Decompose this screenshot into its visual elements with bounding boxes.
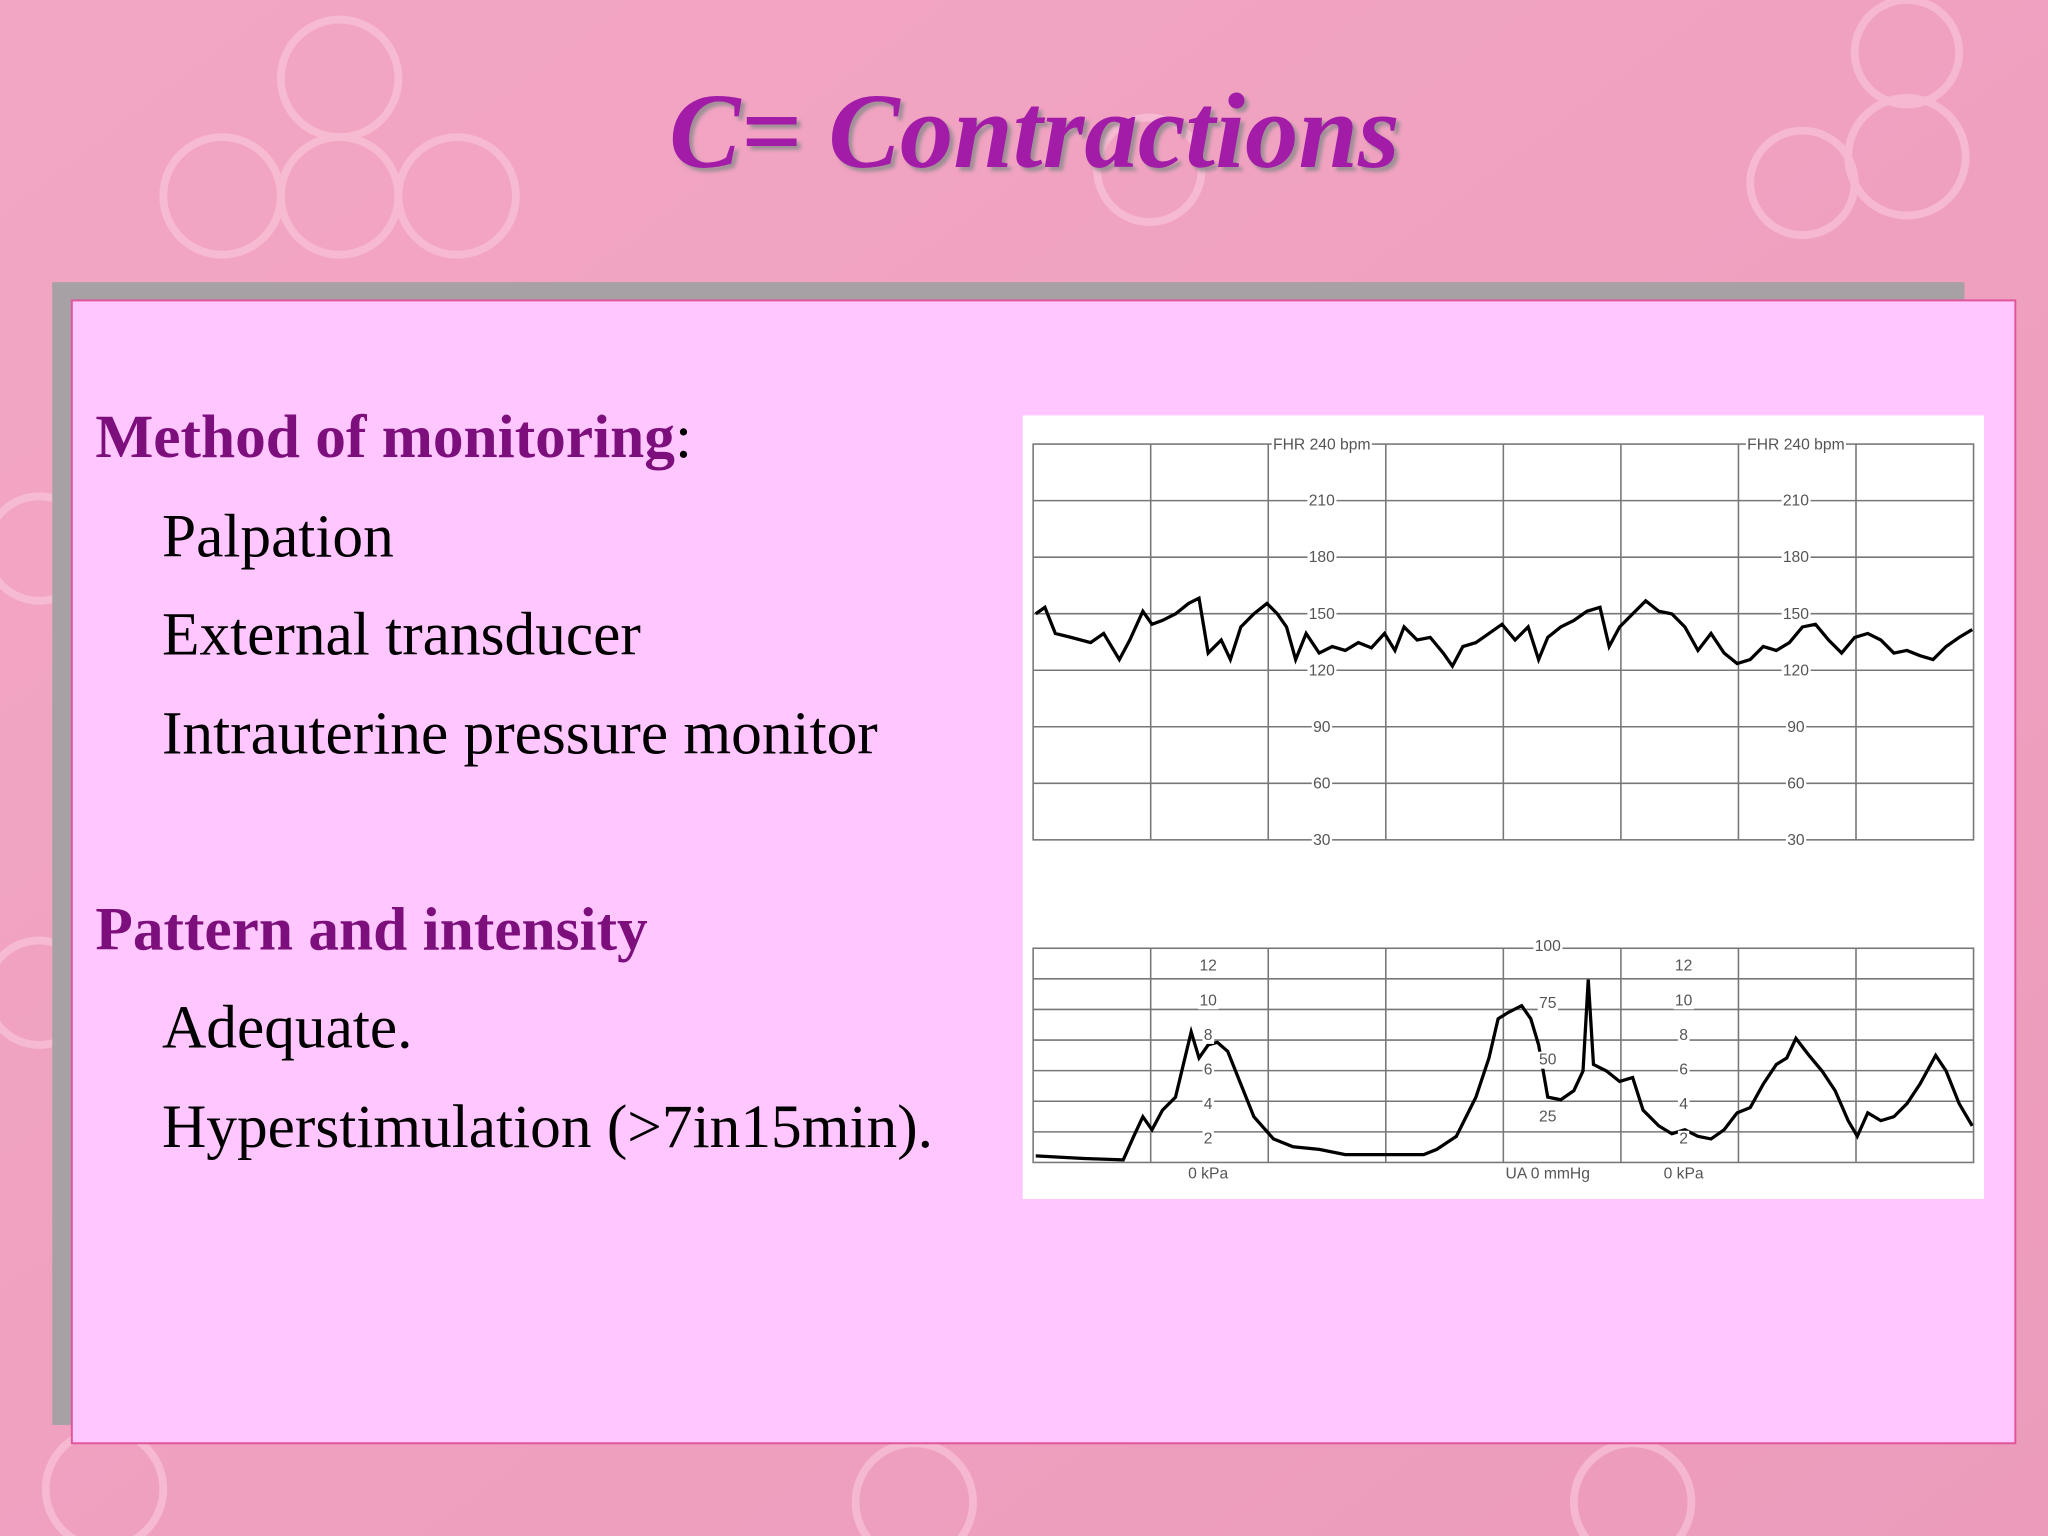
ctg-label: 60 bbox=[1787, 775, 1805, 792]
label-background bbox=[1677, 1061, 1690, 1079]
label-background bbox=[1271, 436, 1372, 454]
ctg-label: 8 bbox=[1204, 1027, 1213, 1044]
ctg-label: 12 bbox=[1199, 958, 1216, 975]
item: Adequate. bbox=[162, 994, 413, 1062]
label-background bbox=[1311, 775, 1333, 793]
ctg-label: 120 bbox=[1783, 662, 1809, 679]
label-background bbox=[1307, 492, 1337, 510]
label-background bbox=[1673, 992, 1694, 1010]
label-background bbox=[1781, 549, 1811, 567]
ctg-label: 4 bbox=[1679, 1096, 1688, 1113]
label-background bbox=[1202, 1061, 1215, 1079]
heading: Pattern and intensity bbox=[95, 896, 648, 964]
ctg-label: 10 bbox=[1675, 992, 1693, 1009]
ctg-label: 75 bbox=[1539, 995, 1557, 1012]
label-background bbox=[1677, 1026, 1690, 1044]
ctg-label: UA 0 mmHg bbox=[1506, 1165, 1590, 1182]
label-background bbox=[1307, 549, 1337, 567]
label-background bbox=[1785, 718, 1807, 736]
label-background bbox=[1311, 718, 1333, 736]
label-background bbox=[1781, 605, 1811, 623]
ctg-label: 90 bbox=[1787, 719, 1805, 736]
ctg-label: 120 bbox=[1309, 662, 1335, 679]
title: C= Contractions bbox=[669, 73, 1400, 191]
ctg-label: 180 bbox=[1783, 549, 1809, 566]
label-background bbox=[1533, 938, 1563, 956]
label-background bbox=[1745, 436, 1846, 454]
ctg-label: 30 bbox=[1313, 832, 1331, 849]
item: Palpation bbox=[162, 502, 394, 570]
heading-text: Method of monitoring bbox=[95, 403, 675, 471]
ctg-label: 100 bbox=[1535, 938, 1561, 955]
label-background bbox=[1673, 957, 1694, 975]
item: External transducer bbox=[162, 600, 641, 668]
label-background bbox=[1537, 994, 1559, 1012]
ctg-label: 90 bbox=[1313, 719, 1331, 736]
ctg-label: 10 bbox=[1199, 992, 1217, 1009]
ctg-grid bbox=[1032, 443, 1975, 1164]
label-background bbox=[1677, 1096, 1690, 1114]
label-background bbox=[1781, 492, 1811, 510]
label-background bbox=[1785, 832, 1807, 850]
label-background bbox=[1311, 832, 1333, 850]
ctg-label: 50 bbox=[1539, 1052, 1557, 1069]
item: Hyperstimulation (>7in15min). bbox=[162, 1093, 933, 1161]
ctg-label: 150 bbox=[1309, 606, 1335, 623]
ctg-label: 2 bbox=[1204, 1131, 1213, 1148]
ctg-label: 6 bbox=[1204, 1062, 1213, 1079]
ctg-label: 210 bbox=[1309, 493, 1335, 510]
toco-trace bbox=[1035, 979, 1974, 1162]
ctg-label: 210 bbox=[1783, 493, 1809, 510]
label-background bbox=[1662, 1165, 1706, 1183]
ctg-label: 25 bbox=[1539, 1109, 1557, 1126]
ctg-label: 2 bbox=[1679, 1131, 1688, 1148]
label-background bbox=[1781, 662, 1811, 680]
ctg-label: 8 bbox=[1679, 1027, 1688, 1044]
label-background bbox=[1677, 1130, 1690, 1148]
ctg-label: FHR 240 bpm bbox=[1273, 437, 1370, 454]
ctg-label: 150 bbox=[1783, 606, 1809, 623]
ctg-label: 60 bbox=[1313, 775, 1331, 792]
label-background bbox=[1504, 1165, 1592, 1183]
ctg-label: 4 bbox=[1204, 1096, 1213, 1113]
ctg-label: 0 kPa bbox=[1664, 1165, 1704, 1182]
heading-suffix: : bbox=[675, 403, 692, 471]
label-background bbox=[1537, 1108, 1559, 1126]
ctg-label: 180 bbox=[1309, 549, 1335, 566]
label-background bbox=[1307, 662, 1337, 680]
label-background bbox=[1537, 1051, 1559, 1069]
label-background bbox=[1198, 992, 1219, 1010]
ctg-label: 30 bbox=[1787, 832, 1805, 849]
fhr-trace bbox=[1034, 595, 1974, 670]
text-block: Method of monitoring: Palpation External… bbox=[95, 403, 933, 1161]
ctg-label: FHR 240 bpm bbox=[1747, 437, 1844, 454]
label-background bbox=[1198, 957, 1219, 975]
label-background bbox=[1307, 605, 1337, 623]
ctg-label: 6 bbox=[1679, 1062, 1688, 1079]
label-background bbox=[1202, 1096, 1215, 1114]
ctg-label: 0 kPa bbox=[1188, 1165, 1228, 1182]
ctg-label: 12 bbox=[1675, 958, 1692, 975]
heading: Method of monitoring: bbox=[95, 403, 692, 471]
label-background bbox=[1186, 1165, 1230, 1183]
label-background bbox=[1785, 775, 1807, 793]
label-background bbox=[1202, 1026, 1215, 1044]
label-background bbox=[1202, 1130, 1214, 1148]
item: Intrauterine pressure monitor bbox=[162, 700, 878, 768]
